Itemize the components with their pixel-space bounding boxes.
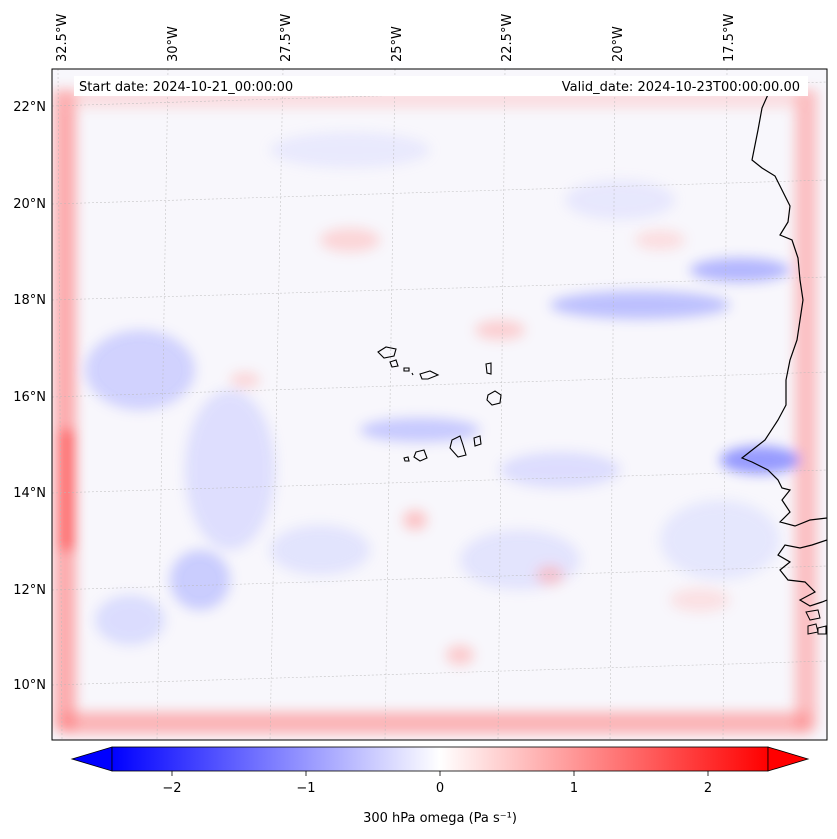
start-date-label: Start date: 2024-10-21_00:00:00	[79, 80, 293, 95]
lat-label-3: 18°N	[13, 293, 46, 308]
lon-label-5: 22.5°W	[500, 14, 515, 62]
coastline-guinea	[777, 539, 827, 607]
omega-field	[54, 90, 817, 734]
cape-verde-islands	[377, 346, 502, 462]
colorbar-tick-label: 1	[570, 781, 578, 796]
colorbar: −2 −1 0 1 2 300 hPa omega (Pa s⁻¹)	[70, 746, 810, 826]
coastline-africa	[740, 89, 827, 527]
lon-label-1: 32.5°W	[55, 14, 70, 62]
colorbar-label: 300 hPa omega (Pa s⁻¹)	[363, 811, 517, 826]
lat-label-7: 10°N	[13, 678, 46, 693]
lon-label-2: 30°W	[166, 26, 181, 62]
latitude-labels: 22°N 20°N 18°N 16°N 14°N 12°N 10°N	[13, 100, 46, 693]
colorbar-tick-label: −2	[162, 781, 181, 796]
colorbar-ticks: −2 −1 0 1 2	[162, 771, 712, 796]
colorbar-tick-label: −1	[296, 781, 315, 796]
coastline-islands-bissau	[805, 609, 827, 635]
lon-label-6: 20°W	[611, 26, 626, 62]
valid-date-label: Valid_date: 2024-10-23T00:00:00.00	[562, 80, 800, 95]
start-date-box	[74, 76, 316, 96]
lat-label-2: 20°N	[13, 197, 46, 212]
lon-label-4: 25°W	[390, 26, 405, 62]
map-background	[52, 69, 827, 740]
map-panel: Start date: 2024-10-21_00:00:00 Valid_da…	[13, 14, 828, 741]
map-frame	[51, 68, 828, 741]
lat-label-4: 16°N	[13, 390, 46, 405]
lon-label-3: 27.5°W	[279, 14, 294, 62]
lat-label-1: 22°N	[13, 100, 46, 115]
colorbar-extend-max	[767, 746, 810, 772]
longitude-labels: 32.5°W 30°W 27.5°W 25°W 22.5°W 20°W 17.5…	[55, 14, 737, 62]
colorbar-body	[111, 746, 769, 772]
lon-label-7: 17.5°W	[722, 14, 737, 62]
colorbar-extend-min	[70, 746, 113, 772]
colorbar-tick-label: 2	[704, 781, 712, 796]
colorbar-tick-label: 0	[436, 781, 444, 796]
gridlines	[52, 69, 827, 740]
valid-date-box	[300, 76, 808, 96]
lat-label-6: 12°N	[13, 583, 46, 598]
lat-label-5: 14°N	[13, 486, 46, 501]
